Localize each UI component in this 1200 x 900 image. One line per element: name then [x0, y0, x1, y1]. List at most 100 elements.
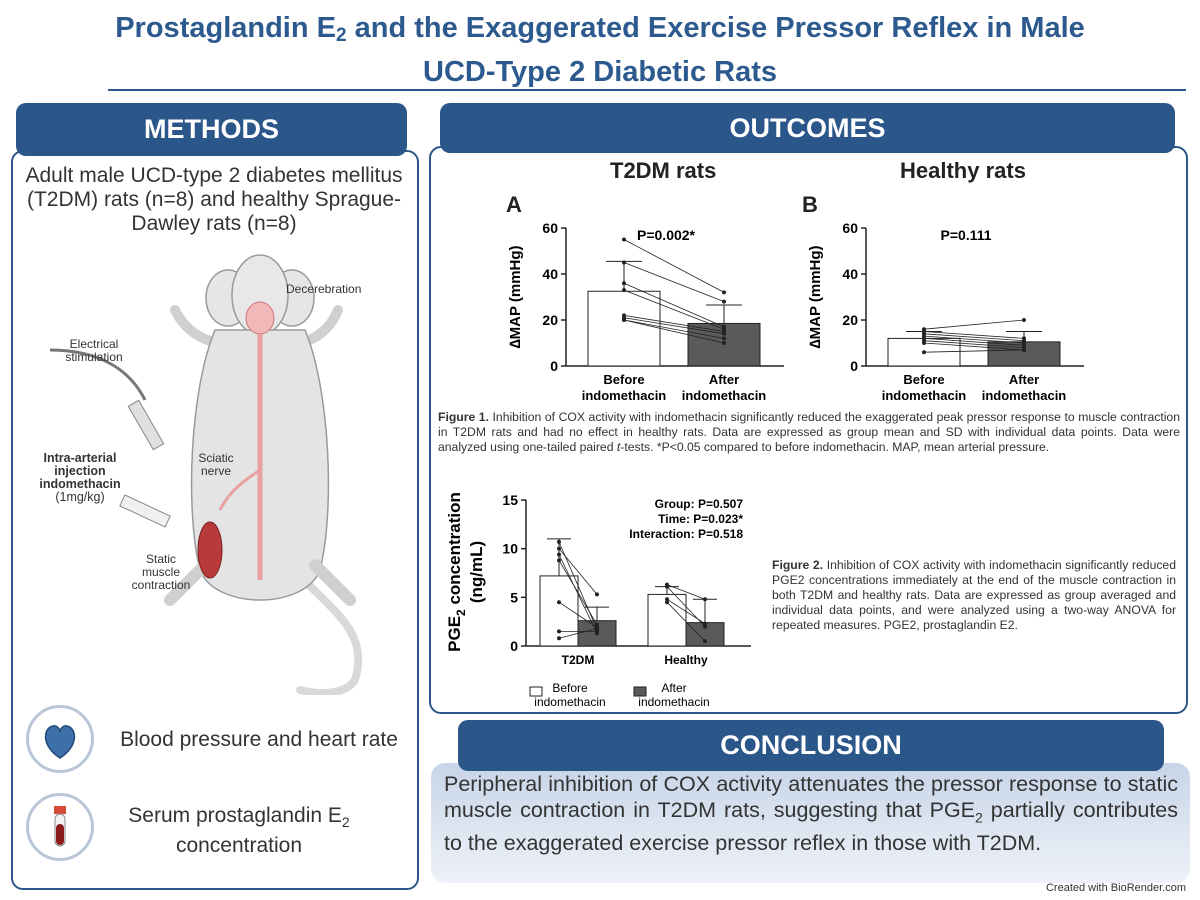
syringe — [119, 494, 171, 528]
chart-c-point-before-1-2 — [665, 597, 669, 602]
chart-b-point-after-0 — [1022, 318, 1026, 322]
chart-a-point-after-1 — [722, 299, 726, 304]
chart-c-legend-label-line1-1: After — [661, 681, 686, 695]
chart-c-y-tick-label-1: 5 — [510, 589, 518, 605]
chart-c-y-tick-label-2: 10 — [502, 541, 518, 557]
rat-illustration — [49, 254, 363, 695]
panel-letter-a: A — [506, 192, 522, 217]
page-title: Prostaglandin E2 and the Exaggerated Exe… — [60, 10, 1140, 90]
chart-c-pair-line-1-3 — [666, 601, 706, 642]
chart-a-y-tick-label-2: 40 — [542, 266, 558, 282]
figure-2-caption: Figure 2. Inhibition of COX activity wit… — [772, 558, 1176, 632]
footer-credit: Created with BioRender.com — [1045, 882, 1186, 894]
chart-c-point-after-1-1 — [703, 624, 707, 629]
chart-c-legend-label-line2-0: indomethacin — [534, 695, 605, 709]
chart-a-point-before-2 — [622, 281, 626, 286]
chart-b-pair-line-0 — [923, 319, 1025, 330]
chart-c-pair-line-0-2 — [558, 554, 598, 634]
chart-c-stat-2: Interaction: P=0.518 — [629, 527, 743, 541]
chart-a-point-before-1 — [622, 260, 626, 265]
chart-c-point-before-0-4 — [557, 600, 561, 605]
chart-a-x-label-line2-0: indomethacin — [582, 388, 667, 403]
chart-b-y-axis-label: ∆MAP (mmHg) — [807, 245, 824, 348]
chart-c-pair-line-1-2 — [666, 598, 706, 624]
chart-c-y-tick-label-0: 0 — [510, 638, 518, 654]
rat-tail — [291, 566, 363, 695]
chart-a-y-tick-label-3: 60 — [542, 220, 558, 236]
label-sciatic-nerve: Sciatic nerve — [198, 451, 234, 478]
chart-a-point-after-7 — [722, 341, 726, 345]
label-intra-arterial-injection: Intra-arterial injection indomethacin (1… — [39, 451, 121, 504]
title-divider — [108, 89, 1186, 91]
outcomes-heading: OUTCOMES — [440, 103, 1175, 153]
chart-a-pair-line-3 — [623, 289, 725, 330]
chart-c-legend-swatch-0 — [529, 686, 543, 697]
chart-b-y-tick-label-1: 20 — [842, 312, 858, 328]
chart-a-p-value: P=0.002* — [637, 227, 696, 243]
chart-b-heading: Healthy rats — [900, 158, 1026, 183]
heart-icon — [44, 725, 76, 759]
chart-b-pair-line-3 — [923, 335, 1025, 344]
chart-c-pair-line-0-3 — [558, 560, 598, 625]
chart-b-point-before-6 — [922, 341, 926, 345]
chart-b-pair-line-5 — [923, 340, 1025, 348]
chart-c-point-before-1-3 — [665, 600, 669, 605]
blood-tube-icon-circle — [26, 793, 94, 861]
label-static-muscle-contraction: Static muscle contraction — [131, 552, 191, 592]
title-line-1: Prostaglandin E2 and the Exaggerated Exe… — [115, 12, 1085, 46]
electrode-wire — [49, 348, 147, 401]
chart-a-point-after-5 — [722, 331, 726, 336]
chart-a-pair-line-6 — [623, 319, 725, 339]
triceps-surae-muscle — [197, 521, 223, 579]
panel-letter-b: B — [802, 192, 818, 217]
chart-c-y-axis-label: PGE2 concentration — [445, 492, 468, 652]
conclusion-heading: CONCLUSION — [458, 720, 1164, 771]
chart-c-point-before-0-5 — [557, 629, 561, 634]
chart-c-pair-line-0-6 — [558, 628, 598, 639]
conclusion-panel — [431, 763, 1190, 883]
chart-c: 0 5 10 15 PGE2 concentration (ng/mL) T2DM Healt… — [445, 492, 751, 709]
chart-c-x-label-0: T2DM — [562, 653, 595, 667]
chart-a-heading: T2DM rats — [610, 158, 717, 183]
chart-b-x-label-line1-0: Before — [903, 372, 944, 387]
chart-a-point-before-7 — [622, 318, 626, 322]
chart-c-y-tick-label-3: 15 — [502, 492, 518, 508]
chart-a-point-after-0 — [722, 290, 726, 295]
chart-c-legend-label-line2-1: indomethacin — [638, 695, 709, 709]
chart-c-point-after-0-5 — [595, 629, 599, 634]
figure-1-caption: Figure 1. Inhibition of COX activity wit… — [438, 410, 1180, 454]
chart-c-point-before-0-6 — [557, 636, 561, 641]
methods-heading: METHODS — [16, 103, 407, 156]
chart-a-x-label-line1-0: Before — [603, 372, 644, 387]
chart-a-x-label-line1-1: After — [709, 372, 739, 387]
heart-icon-circle — [26, 705, 94, 773]
chart-b-pair-line-1 — [923, 331, 1025, 339]
chart-c-point-after-1-2 — [703, 621, 707, 626]
chart-a-pair-line-5 — [623, 317, 725, 335]
chart-a-point-before-0 — [622, 237, 626, 242]
chart-c-point-after-0-6 — [595, 626, 599, 631]
chart-c-point-after-1-3 — [703, 639, 707, 644]
chart-c-pair-line-1-0 — [666, 584, 706, 600]
measure-blood-pressure: Blood pressure and heart rate — [120, 728, 398, 751]
chart-a-y-tick-label-1: 20 — [542, 312, 558, 328]
chart-c-point-before-0-1 — [557, 546, 561, 551]
chart-c-pair-line-0-1 — [558, 548, 598, 595]
brain — [245, 301, 275, 335]
chart-b-point-before-7 — [922, 350, 926, 355]
chart-c-x-label-1: Healthy — [664, 653, 708, 667]
chart-a-y-axis-label: ∆MAP (mmHg) — [507, 245, 524, 348]
chart-a-pair-line-0 — [623, 239, 725, 293]
title-line-2: UCD-Type 2 Diabetic Rats — [423, 56, 777, 88]
chart-a-x-label-line2-1: indomethacin — [682, 388, 767, 403]
chart-c-point-before-0-2 — [557, 552, 561, 557]
chart-b-y-tick-label-0: 0 — [850, 358, 858, 374]
chart-a-bar-0 — [587, 290, 661, 367]
chart-a-pair-line-4 — [623, 315, 725, 332]
chart-a-y-tick-label-0: 0 — [550, 358, 558, 374]
chart-b-pair-line-2 — [923, 333, 1025, 342]
blood-tube-icon — [54, 806, 66, 847]
chart-a-pair-line-2 — [623, 282, 725, 328]
